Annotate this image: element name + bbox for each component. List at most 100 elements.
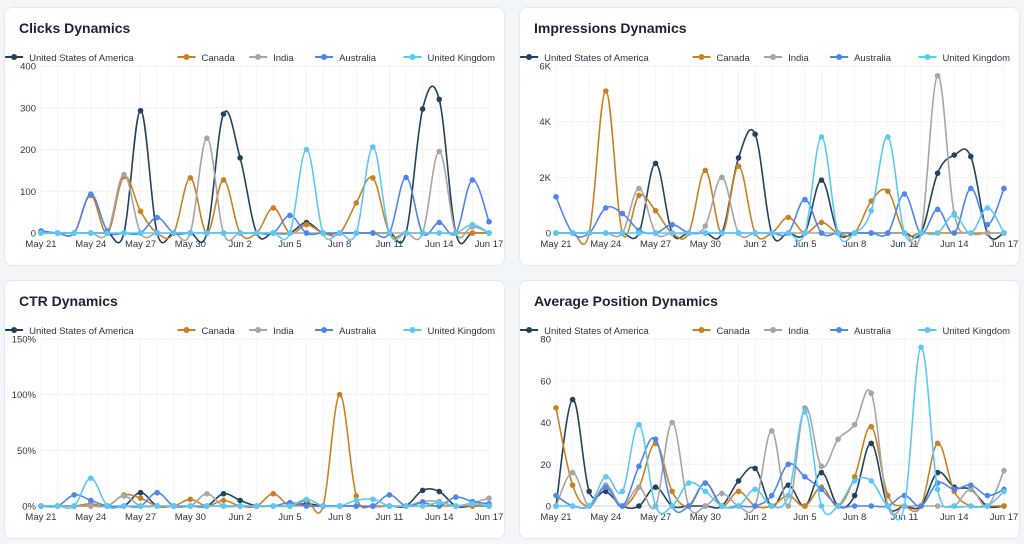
- data-point[interactable]: [419, 503, 426, 509]
- data-point[interactable]: [602, 473, 609, 480]
- data-point[interactable]: [669, 488, 675, 495]
- data-point[interactable]: [187, 175, 194, 181]
- data-point[interactable]: [868, 478, 875, 484]
- data-point[interactable]: [87, 191, 94, 197]
- data-point[interactable]: [270, 230, 277, 236]
- data-point[interactable]: [220, 177, 227, 183]
- data-point[interactable]: [453, 230, 459, 236]
- data-point[interactable]: [719, 503, 725, 509]
- data-point[interactable]: [87, 475, 94, 481]
- data-point[interactable]: [71, 503, 77, 509]
- legend-item-australia[interactable]: Australia: [830, 326, 892, 337]
- data-point[interactable]: [353, 493, 360, 499]
- data-point[interactable]: [934, 486, 941, 493]
- data-point[interactable]: [270, 490, 277, 497]
- legend-item-india[interactable]: India: [249, 326, 294, 337]
- data-point[interactable]: [353, 503, 360, 509]
- data-point[interactable]: [636, 230, 642, 236]
- data-point[interactable]: [54, 503, 61, 509]
- data-point[interactable]: [469, 177, 476, 183]
- data-point[interactable]: [752, 486, 758, 493]
- data-point[interactable]: [984, 492, 991, 499]
- data-point[interactable]: [702, 230, 709, 236]
- data-point[interactable]: [802, 196, 808, 203]
- data-point[interactable]: [968, 503, 974, 509]
- data-point[interactable]: [835, 436, 841, 442]
- data-point[interactable]: [419, 487, 426, 494]
- data-point[interactable]: [735, 155, 742, 161]
- data-point[interactable]: [785, 482, 792, 488]
- data-point[interactable]: [968, 230, 974, 236]
- data-point[interactable]: [436, 488, 443, 495]
- data-point[interactable]: [121, 230, 127, 236]
- legend-item-united-kingdom[interactable]: United Kingdom: [918, 326, 1011, 337]
- data-point[interactable]: [752, 131, 758, 137]
- data-point[interactable]: [1001, 230, 1007, 236]
- data-point[interactable]: [768, 503, 775, 509]
- data-point[interactable]: [553, 503, 559, 509]
- data-point[interactable]: [71, 492, 77, 498]
- data-point[interactable]: [918, 344, 924, 351]
- data-point[interactable]: [669, 503, 675, 509]
- data-point[interactable]: [934, 230, 941, 236]
- data-point[interactable]: [38, 503, 44, 509]
- data-point[interactable]: [951, 486, 958, 493]
- data-point[interactable]: [469, 221, 476, 228]
- data-point[interactable]: [370, 175, 376, 181]
- data-point[interactable]: [702, 488, 709, 495]
- data-point[interactable]: [121, 493, 127, 499]
- data-point[interactable]: [469, 500, 476, 507]
- data-point[interactable]: [719, 230, 725, 236]
- data-point[interactable]: [636, 503, 642, 509]
- data-point[interactable]: [802, 230, 808, 236]
- data-point[interactable]: [885, 503, 891, 509]
- data-point[interactable]: [370, 144, 376, 150]
- legend-item-united-kingdom[interactable]: United Kingdom: [403, 326, 496, 337]
- data-point[interactable]: [752, 465, 758, 472]
- data-point[interactable]: [569, 230, 576, 236]
- data-point[interactable]: [652, 436, 659, 442]
- data-point[interactable]: [303, 503, 310, 509]
- data-point[interactable]: [336, 391, 343, 398]
- data-point[interactable]: [386, 503, 393, 509]
- data-point[interactable]: [818, 486, 825, 493]
- data-point[interactable]: [187, 230, 194, 236]
- data-point[interactable]: [685, 480, 692, 486]
- data-point[interactable]: [220, 230, 227, 236]
- data-point[interactable]: [968, 153, 974, 160]
- data-point[interactable]: [38, 230, 44, 236]
- data-point[interactable]: [1001, 488, 1007, 495]
- data-point[interactable]: [685, 503, 692, 509]
- data-point[interactable]: [154, 230, 160, 236]
- data-point[interactable]: [419, 106, 426, 112]
- data-point[interactable]: [569, 482, 576, 488]
- data-point[interactable]: [818, 177, 825, 183]
- data-point[interactable]: [818, 463, 825, 470]
- data-point[interactable]: [204, 503, 210, 509]
- data-point[interactable]: [901, 503, 908, 509]
- data-point[interactable]: [768, 428, 775, 434]
- data-point[interactable]: [287, 503, 293, 509]
- data-point[interactable]: [934, 170, 941, 176]
- data-point[interactable]: [220, 497, 227, 504]
- data-point[interactable]: [619, 210, 626, 217]
- data-point[interactable]: [204, 490, 210, 497]
- legend-item-canada[interactable]: Canada: [177, 53, 236, 64]
- data-point[interactable]: [885, 188, 891, 195]
- data-point[interactable]: [453, 503, 459, 509]
- data-point[interactable]: [851, 492, 858, 499]
- data-point[interactable]: [818, 230, 825, 236]
- data-point[interactable]: [287, 230, 293, 236]
- data-point[interactable]: [436, 148, 443, 155]
- data-point[interactable]: [287, 212, 293, 219]
- data-point[interactable]: [237, 503, 243, 509]
- data-point[interactable]: [851, 421, 858, 428]
- data-point[interactable]: [303, 230, 310, 236]
- data-point[interactable]: [137, 489, 144, 496]
- data-point[interactable]: [253, 503, 260, 509]
- data-point[interactable]: [719, 490, 725, 497]
- data-point[interactable]: [851, 478, 858, 484]
- data-point[interactable]: [702, 167, 709, 174]
- data-point[interactable]: [752, 503, 758, 509]
- data-point[interactable]: [901, 230, 908, 236]
